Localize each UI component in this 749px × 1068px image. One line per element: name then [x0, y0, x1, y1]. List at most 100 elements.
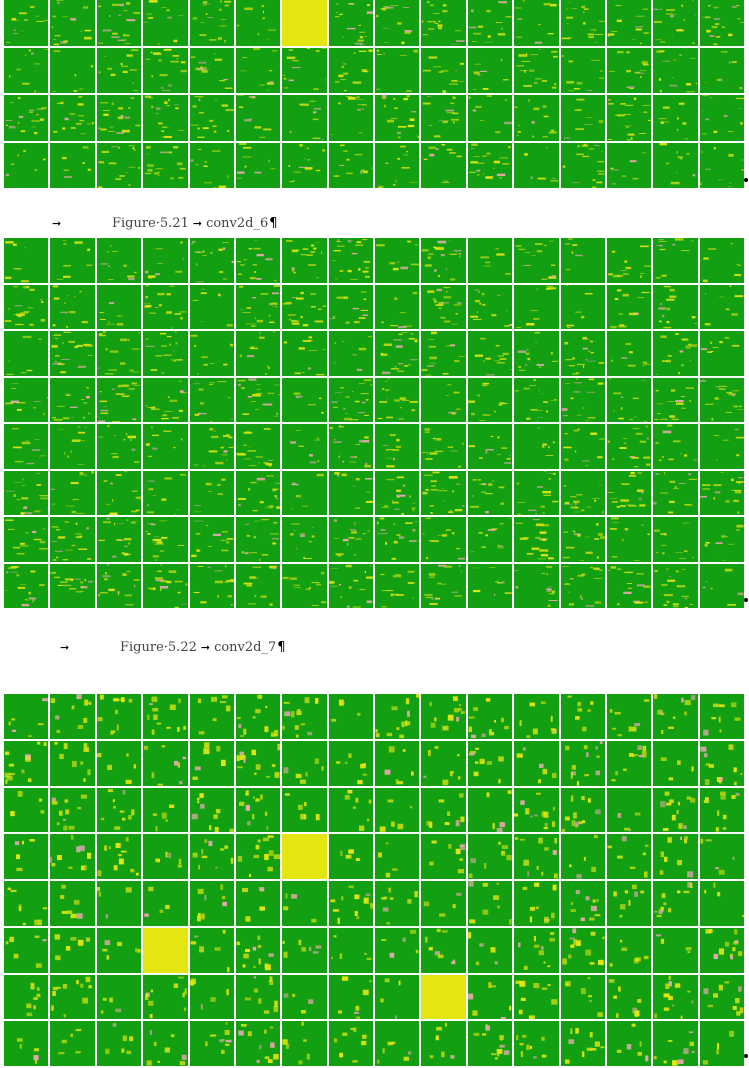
feature-map-cell — [560, 1021, 605, 1066]
activation-pattern — [144, 145, 186, 179]
activation-pattern — [16, 1038, 39, 1064]
feature-map-cell — [328, 787, 373, 833]
activation-pattern — [26, 982, 41, 1016]
activation-pattern — [514, 0, 557, 44]
activation-pattern — [424, 143, 463, 183]
activation-pattern — [190, 53, 232, 89]
figure-caption-5-22: ➞ Figure·5.22 ➞ conv2d_7 ¶ — [60, 640, 286, 655]
activation-pattern — [288, 143, 326, 182]
activation-pattern — [468, 435, 511, 464]
activation-pattern — [7, 887, 48, 926]
activation-pattern — [97, 694, 132, 735]
activation-pattern — [237, 835, 280, 878]
activation-pattern — [468, 842, 512, 879]
activation-pattern — [237, 474, 281, 511]
activation-pattern — [145, 48, 187, 91]
feature-map-cell — [328, 0, 373, 46]
activation-pattern — [190, 148, 229, 188]
feature-map-cell — [4, 974, 49, 1020]
feature-map-cell — [235, 1021, 281, 1066]
feature-map-cell — [282, 470, 327, 515]
activation-pattern — [145, 520, 185, 561]
feature-map-cell — [143, 331, 188, 376]
feature-map-cell — [467, 331, 513, 376]
feature-map-cell — [653, 881, 698, 926]
activation-pattern — [97, 563, 140, 605]
feature-map-cell — [560, 563, 605, 608]
activation-pattern — [610, 152, 647, 184]
activation-pattern — [103, 470, 141, 515]
activation-pattern — [241, 887, 265, 922]
feature-map-cell — [50, 142, 95, 188]
pilcrow-icon: ¶ — [269, 216, 278, 231]
activation-pattern — [381, 929, 419, 958]
activation-pattern — [9, 48, 49, 93]
feature-map-cell — [235, 238, 281, 283]
feature-map-cell — [4, 142, 49, 188]
activation-pattern — [514, 99, 557, 138]
feature-map-cell — [328, 694, 373, 739]
feature-map-cell — [699, 331, 744, 376]
feature-map-cell — [328, 331, 373, 376]
activation-pattern — [328, 564, 373, 608]
activation-pattern — [653, 471, 698, 513]
activation-pattern — [516, 470, 559, 515]
feature-map-cell — [282, 563, 327, 608]
activation-pattern — [334, 2, 373, 46]
feature-map-cell — [96, 47, 142, 93]
feature-map-cell — [50, 740, 95, 786]
feature-map-cell — [467, 424, 513, 469]
feature-map-cell — [653, 238, 698, 283]
feature-map-cell — [143, 377, 188, 422]
feature-map-cell — [421, 331, 466, 376]
feature-map-cell — [375, 694, 420, 739]
activation-pattern — [244, 975, 278, 1014]
feature-map-cell — [653, 284, 698, 329]
feature-map-cell — [143, 563, 188, 608]
feature-map-cell — [606, 424, 652, 469]
activation-pattern — [467, 931, 498, 965]
feature-map-cell — [328, 927, 373, 973]
activation-pattern — [283, 758, 324, 784]
activation-pattern — [713, 428, 744, 462]
activation-pattern — [236, 142, 276, 179]
feature-map-cell — [375, 424, 420, 469]
activation-pattern — [286, 240, 323, 279]
activation-pattern — [4, 241, 29, 283]
feature-map-cell — [421, 881, 466, 926]
feature-map-cell — [653, 787, 698, 833]
feature-map-cell — [699, 142, 744, 188]
activation-pattern — [469, 288, 512, 327]
activation-pattern — [467, 981, 511, 1019]
activation-pattern — [700, 744, 743, 786]
feature-map-cell — [143, 1021, 188, 1066]
feature-map-cell — [189, 331, 234, 376]
feature-map-cell — [560, 0, 605, 46]
activation-pattern — [290, 430, 321, 464]
feature-map-cell — [328, 881, 373, 926]
activation-pattern — [50, 835, 92, 871]
activation-pattern — [98, 424, 140, 463]
feature-map-cell — [606, 563, 652, 608]
feature-map-cell — [421, 694, 466, 739]
activation-pattern — [191, 792, 234, 832]
feature-map-cell — [606, 142, 652, 188]
feature-map-cell — [560, 694, 605, 739]
feature-map-cell — [514, 47, 559, 93]
activation-pattern — [236, 694, 278, 737]
activation-pattern — [486, 789, 512, 832]
activation-pattern — [424, 892, 462, 917]
feature-map-cell — [375, 881, 420, 926]
activation-pattern — [468, 95, 512, 134]
activation-pattern — [339, 849, 360, 862]
activation-pattern — [561, 377, 603, 421]
feature-map-cell — [375, 787, 420, 833]
feature-map-cell — [606, 331, 652, 376]
activation-pattern — [282, 939, 322, 958]
feature-map-cell — [50, 331, 95, 376]
activation-pattern — [701, 95, 744, 135]
feature-map-cell — [4, 284, 49, 329]
activation-pattern — [58, 1029, 82, 1055]
feature-map-cell — [653, 47, 698, 93]
feature-map-cell — [699, 0, 744, 46]
